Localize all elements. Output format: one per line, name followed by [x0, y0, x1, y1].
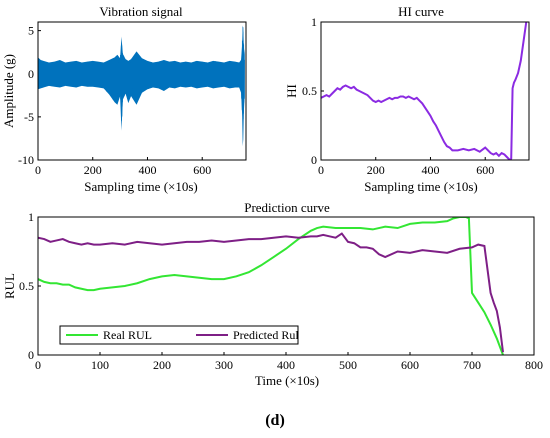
vibration-signal-chart: Vibration signal Sampling time (×10s) Am… [1, 4, 247, 194]
vibration-x-tick-label: 400 [138, 163, 156, 177]
vibration-y-axis-label: Amplitude (g) [1, 54, 16, 128]
vibration-y-tick-label: -5 [24, 110, 34, 124]
prediction-y-tick-label: 0 [28, 348, 34, 362]
hi-axes-frame [320, 21, 530, 161]
prediction-y-tick-label: 0.5 [19, 279, 34, 293]
vibration-y-tick-label: 5 [28, 24, 34, 38]
legend-real-rul-label: Real RUL [103, 328, 152, 342]
hi-y-tick-label: 0.5 [302, 84, 317, 98]
hi-x-tick-label: 600 [476, 163, 494, 177]
prediction-x-tick-label: 600 [401, 358, 419, 372]
hi-y-tick-label: 0 [311, 153, 317, 167]
hi-x-tick-label: 0 [318, 163, 324, 177]
vibration-x-axis-label: Sampling time (×10s) [84, 179, 198, 194]
prediction-x-tick-label: 800 [525, 358, 543, 372]
prediction-x-axis-label: Time (×10s) [255, 373, 319, 388]
hi-chart-title: HI curve [398, 4, 444, 19]
vibration-x-tick-label: 0 [35, 163, 41, 177]
hi-curve-chart: HI curve Sampling time (×10s) HI 0 200 400… [284, 4, 530, 194]
predicted-rul-line [38, 232, 504, 353]
vibration-x-tick-label: 200 [84, 163, 102, 177]
vibration-axes-frame [37, 21, 247, 161]
prediction-y-axis-label: RUL [2, 273, 17, 299]
vibration-chart-title: Vibration signal [99, 4, 183, 19]
vibration-x-tick-label: 600 [193, 163, 211, 177]
prediction-legend: Real RUL Predicted Rul [59, 325, 299, 345]
prediction-x-tick-label: 500 [339, 358, 357, 372]
prediction-curve-chart: Prediction curve Time (×10s) RUL 0 100 200… [2, 200, 543, 388]
hi-x-tick-label: 400 [421, 163, 439, 177]
legend-predicted-rul-label: Predicted Rul [233, 328, 299, 342]
prediction-y-tick-label: 1 [28, 210, 34, 224]
prediction-x-tick-label: 400 [277, 358, 295, 372]
vibration-y-tick-label: 0 [28, 67, 34, 81]
prediction-x-tick-label: 300 [215, 358, 233, 372]
prediction-chart-title: Prediction curve [244, 200, 330, 215]
legend-box [59, 325, 299, 345]
prediction-x-tick-label: 700 [463, 358, 481, 372]
hi-curve-line [321, 22, 528, 160]
hi-y-axis-label: HI [284, 84, 299, 98]
figure-panel-label: (d) [265, 412, 285, 429]
prediction-x-tick-label: 200 [153, 358, 171, 372]
vibration-y-tick-label: -10 [18, 153, 34, 167]
vibration-data-layer [38, 25, 245, 147]
hi-data-layer [321, 22, 528, 160]
prediction-axes-frame [37, 216, 535, 356]
hi-x-tick-label: 200 [367, 163, 385, 177]
prediction-x-tick-label: 100 [91, 358, 109, 372]
hi-y-tick-label: 1 [311, 15, 317, 29]
vibration-signal-line [38, 27, 245, 127]
hi-x-axis-label: Sampling time (×10s) [364, 179, 478, 194]
prediction-x-tick-label: 0 [35, 358, 41, 372]
